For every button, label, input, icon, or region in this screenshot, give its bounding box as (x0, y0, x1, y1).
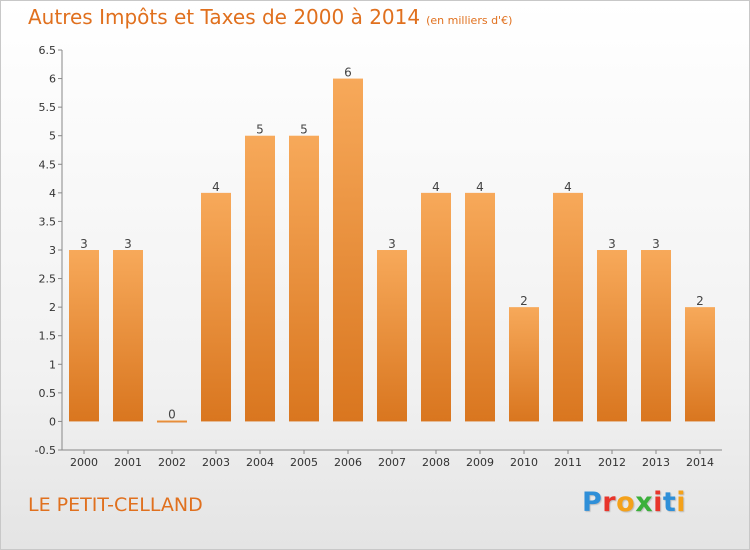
bar-2006 (333, 78, 363, 422)
value-label-2013: 3 (652, 237, 660, 251)
bar-2011 (553, 192, 583, 422)
x-tick-label: 2012 (598, 456, 626, 469)
x-tick-label: 2000 (70, 456, 98, 469)
bar-2003 (201, 192, 231, 422)
y-tick-label: 6 (49, 73, 56, 86)
chart-value-labels: 3 3 0 4 5 5 6 3 4 4 2 4 3 3 2 (80, 66, 704, 422)
value-label-2007: 3 (388, 237, 396, 251)
y-tick-label: 1 (49, 358, 56, 371)
chart-title: Autres Impôts et Taxes de 2000 à 2014 (en… (28, 5, 512, 29)
y-tick-label: 5 (49, 130, 56, 143)
logo-letter: i (653, 487, 663, 518)
y-tick-label: -0.5 (35, 444, 56, 457)
x-tick-label: 2014 (686, 456, 714, 469)
bar-2012 (597, 250, 627, 422)
y-tick-label: 0.5 (39, 387, 57, 400)
bar-2009 (465, 192, 495, 422)
y-tick-label: 3.5 (39, 215, 57, 228)
y-tick-label: 2.5 (39, 273, 57, 286)
bar-2002 (157, 420, 187, 423)
x-tick-label: 2003 (202, 456, 230, 469)
chart-unit: (en milliers d'€) (426, 14, 513, 27)
value-label-2002: 0 (168, 407, 176, 421)
value-label-2003: 4 (212, 180, 220, 194)
x-tick-label: 2008 (422, 456, 450, 469)
y-tick-label: 1.5 (39, 330, 57, 343)
bar-2005 (289, 135, 319, 422)
bar-2014 (685, 307, 715, 422)
bar-2010 (509, 307, 539, 422)
x-tick-label: 2010 (510, 456, 538, 469)
value-label-2009: 4 (476, 180, 484, 194)
commune-name: LE PETIT-CELLAND (28, 494, 203, 516)
x-tick-label: 2002 (158, 456, 186, 469)
y-tick-label: 2 (49, 301, 56, 314)
y-tick-label: 4.5 (39, 158, 57, 171)
value-label-2014: 2 (696, 294, 704, 308)
y-tick-label: 4 (49, 187, 56, 200)
logo-letter: r (602, 487, 617, 518)
logo-letter: i (676, 487, 687, 518)
bar-2000 (69, 250, 99, 422)
value-label-2010: 2 (520, 294, 528, 308)
value-label-2011: 4 (564, 180, 572, 194)
value-label-2006: 6 (344, 66, 352, 80)
value-label-2001: 3 (124, 237, 132, 251)
value-label-2008: 4 (432, 180, 440, 194)
proxiti-logo: Proxiti (582, 487, 686, 518)
x-tick-label: 2013 (642, 456, 670, 469)
logo-letter: x (635, 487, 654, 518)
value-label-2012: 3 (608, 237, 616, 251)
x-tick-label: 2007 (378, 456, 406, 469)
x-tick-label: 2005 (290, 456, 318, 469)
chart-bars (69, 78, 715, 423)
bar-2004 (245, 135, 275, 422)
logo-letter: t (662, 487, 677, 518)
bar-2001 (113, 250, 143, 422)
y-tick-label: 5.5 (39, 101, 57, 114)
chart-title-text: Autres Impôts et Taxes de 2000 à 2014 (28, 5, 421, 29)
value-label-2005: 5 (300, 123, 308, 137)
x-tick-label: 2006 (334, 456, 362, 469)
x-tick-label: 2001 (114, 456, 142, 469)
bar-2013 (641, 250, 671, 422)
bar-2008 (421, 192, 451, 422)
bar-2007 (377, 250, 407, 422)
value-label-2000: 3 (80, 237, 88, 251)
logo-letter: o (616, 487, 636, 518)
y-tick-label: 3 (49, 244, 56, 257)
x-tick-label: 2009 (466, 456, 494, 469)
y-tick-label: 0 (49, 415, 56, 428)
x-tick-label: 2004 (246, 456, 274, 469)
y-tick-label: 6.5 (39, 44, 57, 57)
value-label-2004: 5 (256, 123, 264, 137)
x-tick-label: 2011 (554, 456, 582, 469)
chart-axes: -0.5 0 0.5 1 1.5 2 2.5 3 3.5 4 4.5 5 5.5 6 6.5 2000 2001… (35, 44, 722, 469)
logo-letter: P (582, 487, 603, 518)
